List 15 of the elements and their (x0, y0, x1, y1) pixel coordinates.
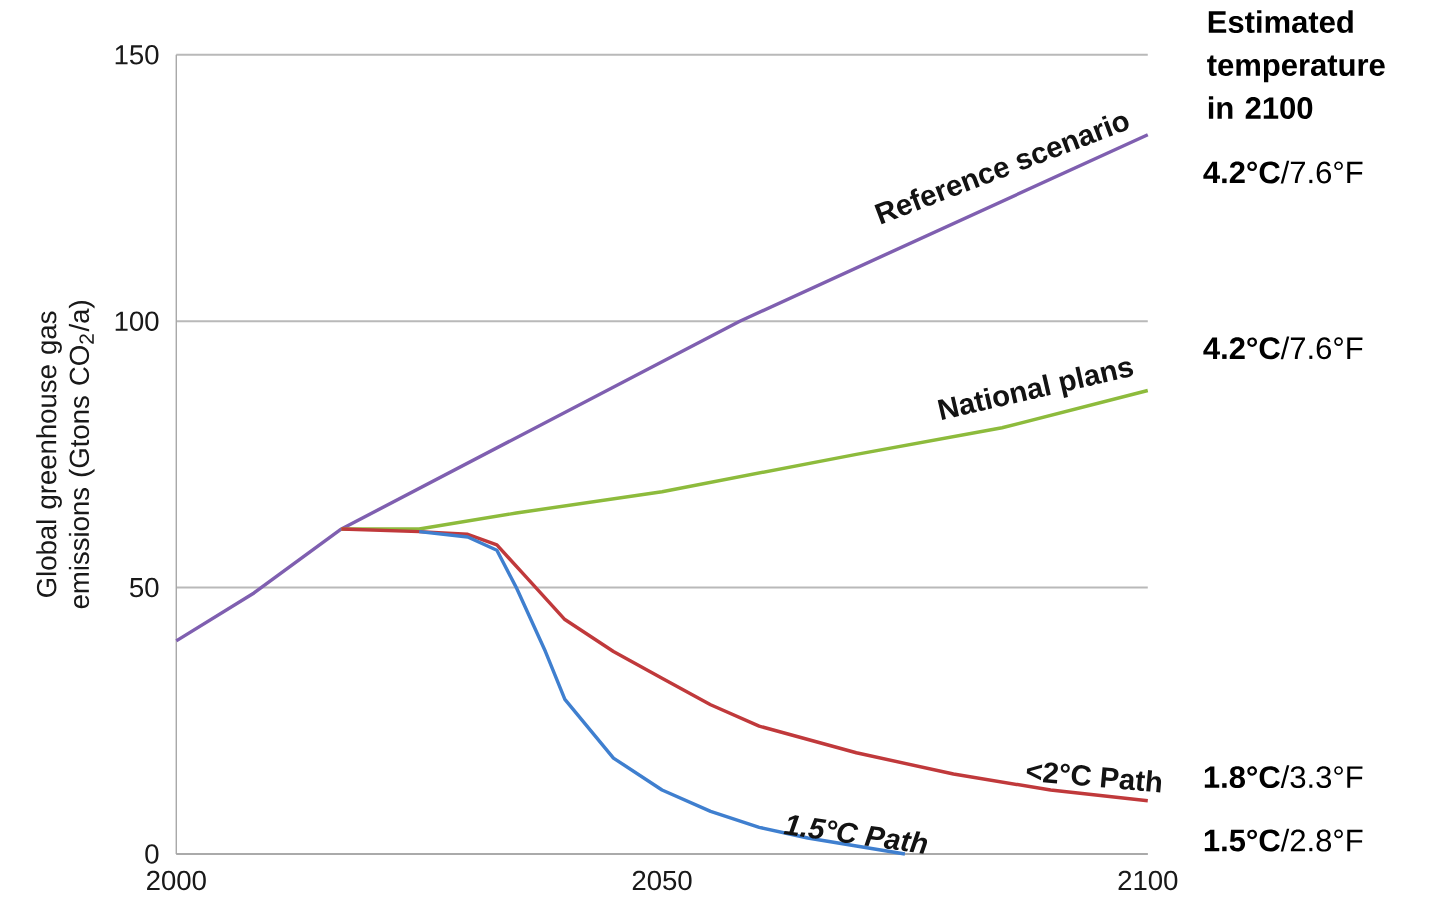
x-tick-label: 2100 (1118, 870, 1178, 891)
text: National plans (937, 361, 1134, 421)
x-tick-label: 2000 (147, 870, 206, 891)
text: 4.2°C/7.6°F (1203, 160, 1363, 184)
y-tick-label: 0 (145, 844, 159, 864)
y-tick-label: 100 (115, 311, 159, 332)
text: Estimated temperature in 2100 (1207, 10, 1385, 120)
text: 1.8°C/3.3°F (1204, 765, 1363, 789)
text: 1.5°C Path (783, 815, 928, 854)
text: 1.5°C/2.8°F (1204, 828, 1363, 852)
y-tick-label: 50 (129, 577, 159, 598)
text: 4.2°C/7.6°F (1203, 336, 1363, 360)
x-tick-label: 2050 (632, 870, 692, 891)
series-label: <2°C Path (1026, 762, 1162, 793)
y-tick-label: 150 (115, 45, 159, 65)
